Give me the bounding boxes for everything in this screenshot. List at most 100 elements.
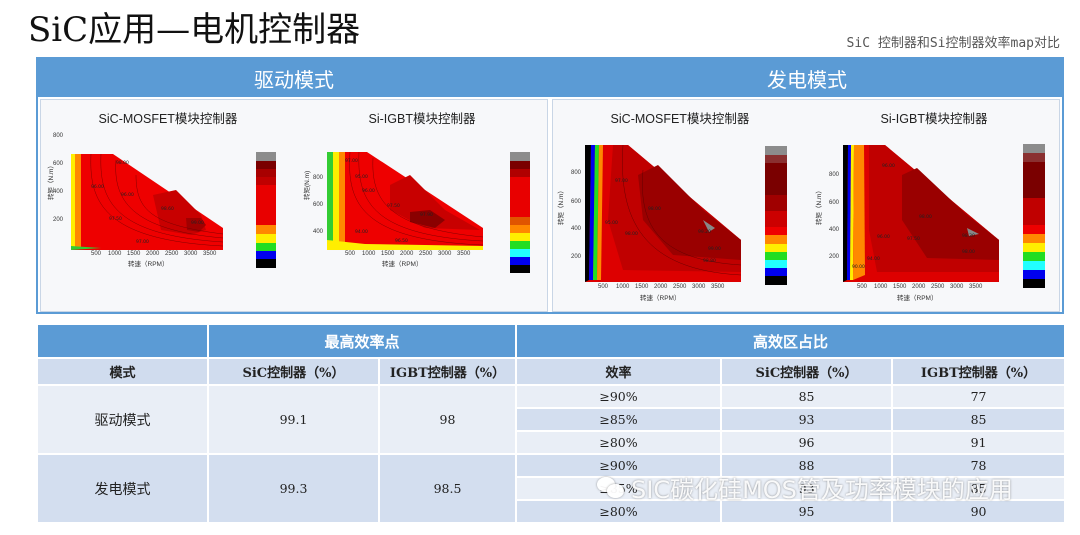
table-row: 驱动模式 99.1 98 ≥90% 85 77 (36, 384, 1067, 455)
svg-text:1500: 1500 (893, 284, 907, 290)
page-subtitle: SiC 控制器和Si控制器效率map对比 (846, 36, 1060, 51)
svg-text:94.00: 94.00 (867, 256, 880, 262)
sic-area-cell: 95 (720, 499, 894, 524)
chart-drive-sic: SiC-MOSFET模块控制器 800 600 400 200 500 1000 1500… (41, 100, 295, 311)
svg-text:96.00: 96.00 (91, 184, 104, 190)
svg-text:99.00: 99.00 (191, 220, 204, 226)
svg-text:200: 200 (53, 217, 64, 223)
svg-text:96.00: 96.00 (877, 234, 890, 240)
svg-text:1000: 1000 (616, 284, 630, 290)
mode-cell: 发电模式 (36, 453, 209, 524)
svg-text:99.20: 99.20 (698, 229, 711, 235)
chart-generate-igbt: Si-IGBT模块控制器 800 600 400 200 500 1000 1500 200… (807, 100, 1061, 311)
svg-text:转矩（N.m）: 转矩（N.m） (46, 162, 55, 200)
igbt-area-cell: 77 (891, 384, 1067, 409)
chart-generate-sic: SiC-MOSFET模块控制器 800 600 400 200 500 1000 1500… (553, 100, 807, 311)
eff-cell: ≥90% (515, 453, 723, 478)
efficiency-comparison-table: 最高效率点 高效区占比 模式 SiC控制器（%） IGBT控制器（%） 效率 S… (36, 323, 1067, 524)
svg-text:转速（RPM）: 转速（RPM） (897, 293, 937, 302)
svg-text:95.00: 95.00 (355, 174, 368, 180)
svg-text:96.00: 96.00 (121, 192, 134, 198)
svg-text:2500: 2500 (931, 284, 945, 290)
svg-text:2000: 2000 (654, 284, 668, 290)
svg-text:2000: 2000 (146, 251, 160, 257)
sic-area-cell: 85 (720, 384, 894, 409)
svg-text:98.00: 98.00 (116, 160, 129, 166)
svg-text:1000: 1000 (362, 251, 376, 257)
svg-text:90.00: 90.00 (852, 264, 865, 270)
eff-cell: ≥80% (515, 499, 723, 524)
col-header-igbt-area: IGBT控制器（%） (891, 357, 1067, 386)
svg-text:转矩（N.m）: 转矩（N.m） (814, 187, 823, 225)
svg-text:99.00: 99.00 (708, 246, 721, 252)
igbt-area-cell: 85 (891, 407, 1067, 432)
svg-text:转速（RPM）: 转速（RPM） (128, 259, 168, 268)
svg-text:98.30: 98.30 (962, 233, 975, 239)
svg-text:1500: 1500 (635, 284, 649, 290)
generate-mode-panel: SiC-MOSFET模块控制器 800 600 400 200 500 1000 1500… (552, 99, 1060, 312)
svg-text:转矩（N.m）: 转矩（N.m） (556, 187, 565, 225)
svg-text:600: 600 (313, 202, 324, 208)
svg-text:转速（RPM）: 转速（RPM） (382, 259, 422, 268)
svg-text:98.00: 98.00 (648, 206, 661, 212)
svg-text:500: 500 (598, 284, 609, 290)
page-title: SiC应用—电机控制器 (28, 10, 361, 50)
table-row: ≥85% 93 85 (37, 407, 1067, 432)
col-header-eff: 效率 (515, 357, 723, 386)
svg-text:1000: 1000 (874, 284, 888, 290)
svg-text:96.00: 96.00 (362, 188, 375, 194)
chart-title: SiC-MOSFET模块控制器 (610, 112, 750, 126)
sic-area-cell: 88 (720, 453, 894, 478)
svg-text:800: 800 (53, 133, 64, 139)
svg-text:3500: 3500 (457, 251, 471, 257)
col-header-sic-area: SiC控制器（%） (720, 357, 894, 386)
igbt-peak-cell: 98 (377, 384, 518, 455)
group-header-peak: 最高效率点 (206, 323, 518, 359)
mode-cell: 驱动模式 (36, 384, 209, 455)
chart-drive-igbt: Si-IGBT模块控制器 800 600 400 500 1000 1500 2000 25… (295, 100, 549, 311)
svg-text:2000: 2000 (912, 284, 926, 290)
svg-text:98.00: 98.00 (962, 249, 975, 255)
svg-text:800: 800 (571, 170, 582, 176)
svg-text:200: 200 (571, 254, 582, 260)
chart-title: Si-IGBT模块控制器 (880, 112, 988, 126)
svg-text:97.00: 97.00 (615, 178, 628, 184)
svg-text:3000: 3000 (692, 284, 706, 290)
svg-text:2000: 2000 (400, 251, 414, 257)
wechat-icon (597, 476, 625, 499)
table-row: ≥80% 96 91 (37, 430, 1067, 455)
col-header-igbt-peak: IGBT控制器（%） (377, 357, 518, 386)
col-header-mode: 模式 (36, 357, 209, 386)
svg-text:500: 500 (857, 284, 868, 290)
igbt-area-cell: 91 (891, 430, 1067, 455)
igbt-peak-cell: 98.5 (377, 453, 518, 524)
sic-area-cell: 93 (720, 407, 894, 432)
svg-text:600: 600 (53, 161, 64, 167)
svg-text:400: 400 (53, 189, 64, 195)
sic-peak-cell: 99.1 (207, 384, 380, 455)
table-row: ≥80% 95 90 (37, 499, 1067, 524)
drive-mode-panel: SiC-MOSFET模块控制器 800 600 400 200 500 1000 1500… (40, 99, 548, 312)
svg-text:97.00: 97.00 (136, 239, 149, 245)
eff-cell: ≥80% (515, 430, 723, 455)
col-header-sic-peak: SiC控制器（%） (207, 357, 380, 386)
watermark-text: SIC碳化硅MOS管及功率模块的应用 (631, 476, 1013, 504)
svg-text:600: 600 (571, 199, 582, 205)
svg-text:97.50: 97.50 (387, 203, 400, 209)
svg-text:2500: 2500 (419, 251, 433, 257)
group-header-blank (36, 323, 209, 359)
svg-text:3000: 3000 (184, 251, 198, 257)
svg-text:98.60: 98.60 (161, 206, 174, 212)
svg-text:3000: 3000 (438, 251, 452, 257)
svg-text:1500: 1500 (127, 251, 141, 257)
svg-text:3500: 3500 (969, 284, 983, 290)
sic-area-cell: 96 (720, 430, 894, 455)
svg-text:800: 800 (829, 172, 840, 178)
eff-cell: ≥90% (515, 384, 723, 409)
svg-text:95.00: 95.00 (605, 220, 618, 226)
svg-text:3500: 3500 (711, 284, 725, 290)
igbt-area-cell: 85 (891, 476, 1067, 501)
sic-peak-cell: 99.3 (207, 453, 380, 524)
svg-text:600: 600 (829, 200, 840, 206)
svg-text:96.00: 96.00 (882, 163, 895, 169)
